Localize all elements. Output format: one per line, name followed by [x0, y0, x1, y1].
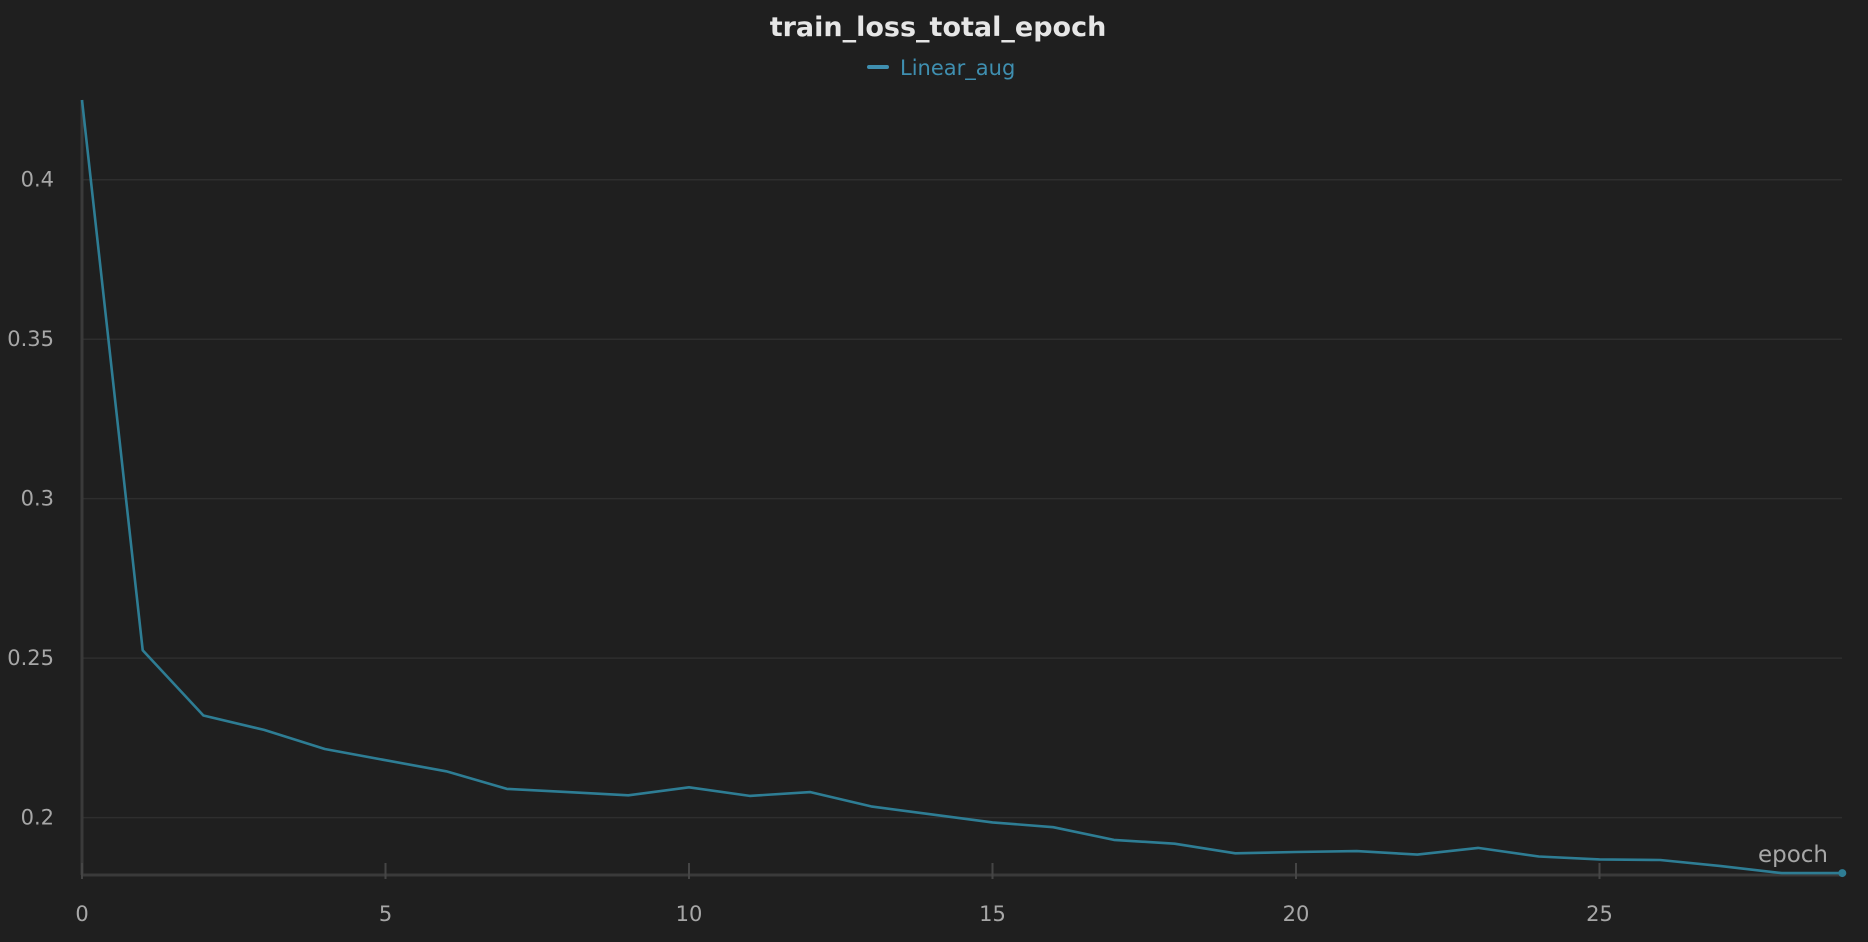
legend[interactable]: Linear_aug	[867, 56, 1015, 81]
axes	[80, 100, 1842, 879]
series-layer	[80, 99, 1847, 878]
y-tick-label: 0.25	[7, 646, 54, 670]
y-tick-label: 0.35	[7, 327, 54, 351]
x-tick-label: 5	[379, 902, 392, 926]
y-tick-label: 0.4	[21, 168, 54, 192]
x-tick-label: 10	[676, 902, 703, 926]
x-tick-label: 20	[1283, 902, 1310, 926]
y-tick-label: 0.3	[21, 487, 54, 511]
tick-labels: 0.2 0.25 0.3 0.35 0.4 0 5 10 15 20 25	[7, 168, 1613, 926]
data-point[interactable]	[1838, 869, 1847, 878]
series-line-linear-aug[interactable]	[80, 99, 1843, 875]
x-tick-label: 15	[979, 902, 1006, 926]
x-tick-label: 0	[75, 902, 88, 926]
x-axis-label: epoch	[1758, 842, 1828, 868]
legend-label[interactable]: Linear_aug	[900, 56, 1015, 81]
y-tick-label: 0.2	[21, 806, 54, 830]
chart-title: train_loss_total_epoch	[770, 12, 1107, 43]
grid	[82, 178, 1842, 819]
x-tick-label: 25	[1586, 902, 1613, 926]
